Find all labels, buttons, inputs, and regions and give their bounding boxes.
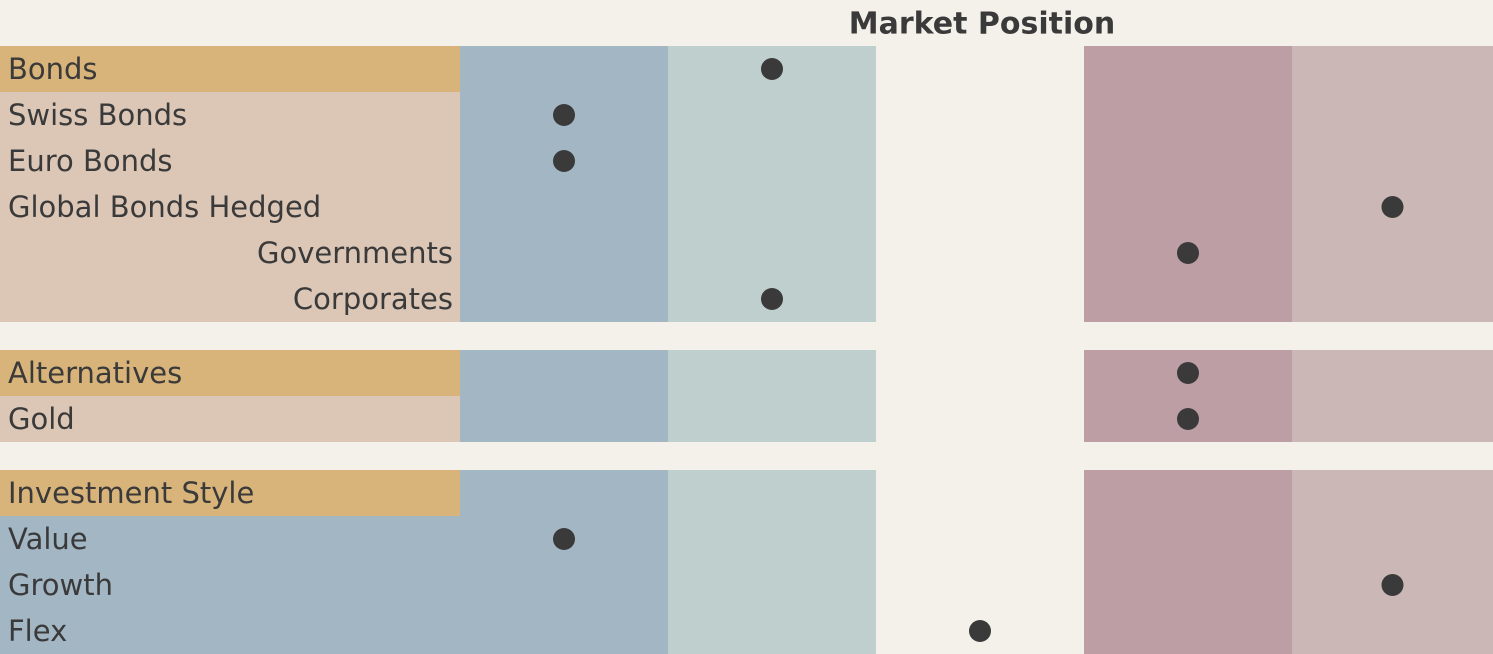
row-label-background xyxy=(0,396,460,442)
position-dot xyxy=(553,528,575,550)
position-column xyxy=(1292,46,1493,322)
section-title: Bonds xyxy=(8,52,98,86)
row-label: Growth xyxy=(8,568,113,602)
position-dot xyxy=(1177,242,1199,264)
section-header-background xyxy=(0,350,460,396)
row-label-background xyxy=(0,92,460,322)
position-dot xyxy=(553,104,575,126)
section-header-background xyxy=(0,470,460,516)
position-dot xyxy=(969,620,991,642)
row-label: Euro Bonds xyxy=(8,144,172,178)
section-title: Investment Style xyxy=(8,476,254,510)
row-label-background xyxy=(0,516,460,654)
position-column xyxy=(668,350,876,442)
row-label: Swiss Bonds xyxy=(8,98,187,132)
row-label: Governments xyxy=(257,236,453,270)
section-title: Alternatives xyxy=(8,356,182,390)
row-label: Flex xyxy=(8,614,67,648)
position-dot xyxy=(1381,574,1404,596)
position-column xyxy=(1084,470,1292,654)
table-title: Market Position xyxy=(849,7,1116,42)
position-dot xyxy=(761,58,783,80)
position-column xyxy=(1084,46,1292,322)
section-header-background xyxy=(0,46,460,92)
row-label: Corporates xyxy=(293,282,453,316)
row-label: Value xyxy=(8,522,88,556)
position-column xyxy=(876,350,1084,442)
position-column xyxy=(460,350,668,442)
position-column xyxy=(460,470,668,654)
position-column xyxy=(876,46,1084,322)
row-label: Global Bonds Hedged xyxy=(8,190,321,224)
position-dot xyxy=(1177,408,1199,430)
position-column xyxy=(668,46,876,322)
position-column xyxy=(460,46,668,322)
position-column xyxy=(1292,350,1493,442)
row-label: Gold xyxy=(8,402,75,436)
position-dot xyxy=(1177,362,1199,384)
position-column xyxy=(1292,470,1493,654)
position-dot xyxy=(761,288,783,310)
position-column xyxy=(668,470,876,654)
position-dot xyxy=(553,150,575,172)
position-dot xyxy=(1381,196,1404,218)
